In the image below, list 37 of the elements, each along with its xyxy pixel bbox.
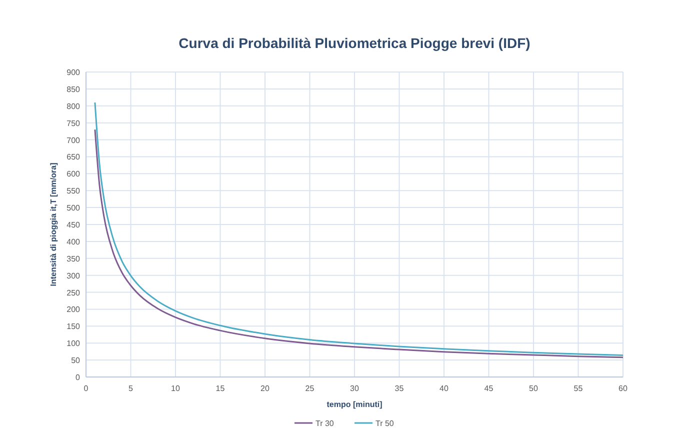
y-tick-label: 450: [66, 220, 81, 230]
legend-label: Tr 30: [316, 419, 334, 428]
y-tick-label: 250: [66, 288, 81, 298]
x-tick-label: 0: [84, 384, 89, 393]
chart-title: Curva di Probabilità Pluviometrica Piogge brevi (IDF): [178, 35, 530, 51]
y-tick-label: 400: [66, 237, 81, 246]
x-tick-label: 5: [128, 384, 134, 393]
y-tick-label: 600: [66, 170, 81, 179]
y-tick-label: 100: [66, 339, 81, 348]
y-tick-label: 750: [66, 118, 81, 128]
x-tick-label: 35: [394, 384, 404, 393]
y-tick-label: 150: [66, 322, 81, 332]
y-tick-label: 0: [76, 373, 81, 382]
x-axis-title: tempo [minuti]: [326, 400, 383, 409]
legend-label: Tr 50: [376, 419, 394, 428]
x-tick-label: 10: [171, 384, 180, 393]
y-tick-label: 50: [71, 356, 81, 366]
x-tick-label: 30: [350, 384, 360, 393]
y-tick-label: 850: [66, 84, 81, 94]
y-tick-label: 800: [66, 102, 81, 111]
y-tick-label: 700: [66, 136, 81, 145]
x-tick-label: 55: [574, 384, 584, 393]
y-tick-label: 650: [66, 152, 81, 162]
y-tick-label: 350: [66, 254, 81, 264]
x-tick-label: 60: [618, 384, 628, 393]
y-axis-title: Intensità di pioggia it,T [mm/ora]: [49, 162, 58, 286]
x-tick-label: 40: [440, 384, 449, 393]
y-tick-label: 550: [66, 186, 81, 196]
y-tick-label: 200: [66, 305, 81, 314]
x-tick-label: 50: [529, 384, 538, 393]
x-tick-label: 20: [260, 384, 270, 393]
x-tick-label: 15: [216, 384, 226, 393]
y-tick-label: 500: [66, 204, 81, 213]
y-tick-label: 900: [66, 68, 81, 77]
x-tick-label: 25: [305, 384, 315, 393]
y-tick-label: 300: [66, 271, 81, 280]
x-tick-label: 45: [484, 384, 494, 393]
